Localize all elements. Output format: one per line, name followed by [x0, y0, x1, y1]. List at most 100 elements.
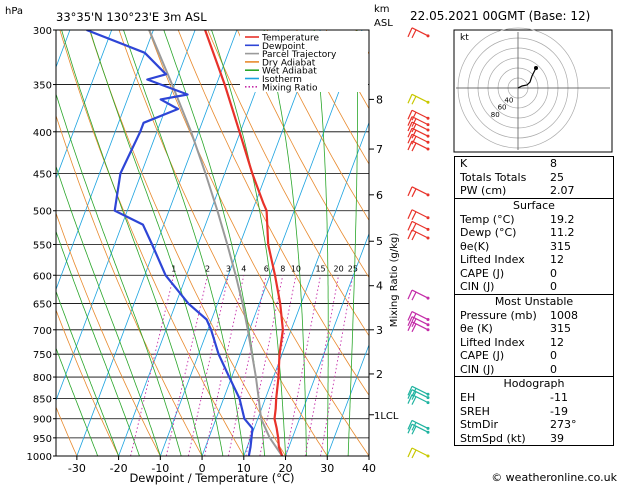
wet-adiabat-line	[56, 230, 140, 456]
wind-barb-base	[426, 128, 430, 132]
temperature-tick-label: 10	[237, 462, 251, 475]
wind-barb-flag	[407, 420, 413, 430]
index-key: PW (cm)	[460, 184, 507, 197]
wind-barb-flag	[411, 231, 417, 241]
wet-adiabat-line	[56, 290, 119, 456]
wind-barb-flag	[407, 289, 413, 300]
wind-barb-base	[426, 396, 430, 400]
most-unstable-heading: Most Unstable	[494, 294, 574, 308]
hodograph-ring-label: 80	[491, 111, 500, 119]
pressure-tick-label: 350	[33, 81, 52, 92]
isotherm-line	[326, 343, 369, 456]
temperature-tick-label: -30	[68, 462, 86, 475]
mixing-ratio-label: 10	[291, 264, 301, 273]
most-unstable-row: θe (K) 315	[455, 322, 613, 336]
surface-value: 0	[550, 280, 557, 293]
mixing-ratio-label: 3	[226, 264, 231, 273]
wind-barb-base	[426, 140, 430, 144]
wind-barb-staff	[411, 419, 429, 429]
mixing-ratio-label: 2	[205, 264, 210, 273]
wind-barb-staff	[411, 389, 429, 399]
surface-heading: Surface	[513, 198, 555, 212]
wind-barb-flag	[411, 323, 417, 333]
wind-barb-flag	[407, 121, 413, 132]
hodograph-value: -19	[550, 404, 568, 418]
surface-key: Temp (°C)	[460, 212, 515, 226]
legend-label: Parcel Trajectory	[262, 50, 337, 60]
wind-barb-flag	[411, 135, 417, 145]
hodograph-key: SREH	[460, 404, 490, 418]
indices-panel: K 8 Totals Totals 25 PW (cm) 2.07 Surface Tem…	[454, 156, 614, 446]
isotherm-line	[0, 30, 28, 456]
isotherm-line	[159, 30, 321, 456]
legend-label: Dry Adiabat	[262, 58, 316, 68]
wind-barb-flag	[411, 123, 417, 133]
wind-barb-base	[426, 328, 430, 332]
wind-barb-flag	[411, 425, 417, 435]
wet-adiabat-line	[347, 30, 358, 456]
most-unstable-value: 0	[550, 362, 557, 376]
dry-adiabat-line	[56, 212, 161, 456]
wind-barb-flag	[407, 221, 413, 231]
hodograph-heading: Hodograph	[503, 377, 565, 390]
most-unstable-row: Pressure (mb) 1008	[455, 309, 613, 323]
mixing-ratio-labels: 1 2 3 4 6 8 10 15 20 25	[171, 264, 358, 273]
axes: 3003504004505005506006507007508008509009…	[27, 26, 399, 475]
wind-barb-staff	[411, 394, 429, 404]
wind-barb-base	[426, 454, 430, 458]
pressure-tick-label: 800	[33, 373, 52, 384]
wind-barb-base	[426, 401, 430, 405]
wind-barb-flag	[407, 316, 413, 326]
wind-barb-flag	[407, 116, 413, 126]
most-unstable-row: CAPE (J) 0	[455, 349, 613, 363]
temperature-tick-label: 30	[320, 462, 334, 475]
wind-barb-base	[426, 318, 430, 322]
wind-barb-base	[426, 430, 430, 434]
wind-barb-staff	[411, 229, 429, 239]
wind-barb-flag	[411, 96, 417, 105]
wind-barb-base	[426, 147, 430, 151]
wind-barb-flag	[411, 142, 417, 152]
wind-barb-base	[426, 296, 430, 300]
surface-row: θe(K) 315	[455, 240, 613, 254]
wind-barb-flag	[407, 394, 413, 404]
dry-adiabat-line	[207, 30, 369, 337]
wet-adiabat-line	[313, 30, 329, 456]
height-tick-label: 7	[376, 143, 383, 156]
temperature-line	[204, 30, 284, 456]
wind-barb-staff	[411, 447, 429, 457]
pressure-tick-label: 550	[33, 240, 52, 251]
wet-adiabat-line	[89, 30, 224, 456]
most-unstable-key: CAPE (J)	[460, 349, 505, 362]
surface-key: CAPE (J)	[460, 266, 505, 280]
wet-adiabat-line	[61, 30, 203, 456]
wind-barb-flag	[407, 311, 413, 321]
isotherm-line	[56, 30, 196, 402]
pressure-tick-label: 500	[33, 207, 52, 218]
wind-barb-flag	[407, 140, 413, 151]
hodograph-row: EH -11	[455, 391, 613, 405]
surface-row: Temp (°C) 19.2	[455, 213, 613, 227]
mixing-ratio-label: 4	[241, 264, 246, 273]
wind-barb-base	[426, 216, 430, 220]
wind-barb-staff	[411, 186, 429, 196]
most-unstable-row: Lifted Index 12	[455, 336, 613, 350]
wind-barb-base	[426, 123, 430, 127]
wind-barb-base	[426, 34, 430, 38]
most-unstable-key: Lifted Index	[460, 335, 525, 349]
height-tick-label: 5	[376, 235, 383, 248]
hodograph-key: StmDir	[460, 418, 499, 431]
pressure-tick-label: 850	[33, 394, 52, 405]
mixing-ratio-line	[227, 275, 267, 456]
hodograph-key: StmSpd (kt)	[460, 431, 526, 445]
surface-value: 0	[550, 266, 557, 280]
pressure-tick-label: 1000	[27, 452, 52, 463]
wind-barb-base	[426, 100, 430, 104]
index-row: Totals Totals 25	[455, 171, 613, 185]
height-tick-label: 1LCL	[374, 411, 399, 422]
hodograph-point	[534, 66, 538, 70]
wind-barbs	[407, 27, 430, 459]
pressure-tick-label: 450	[33, 169, 52, 180]
wind-barb-base	[426, 323, 430, 327]
wind-barb-staff	[411, 121, 429, 131]
